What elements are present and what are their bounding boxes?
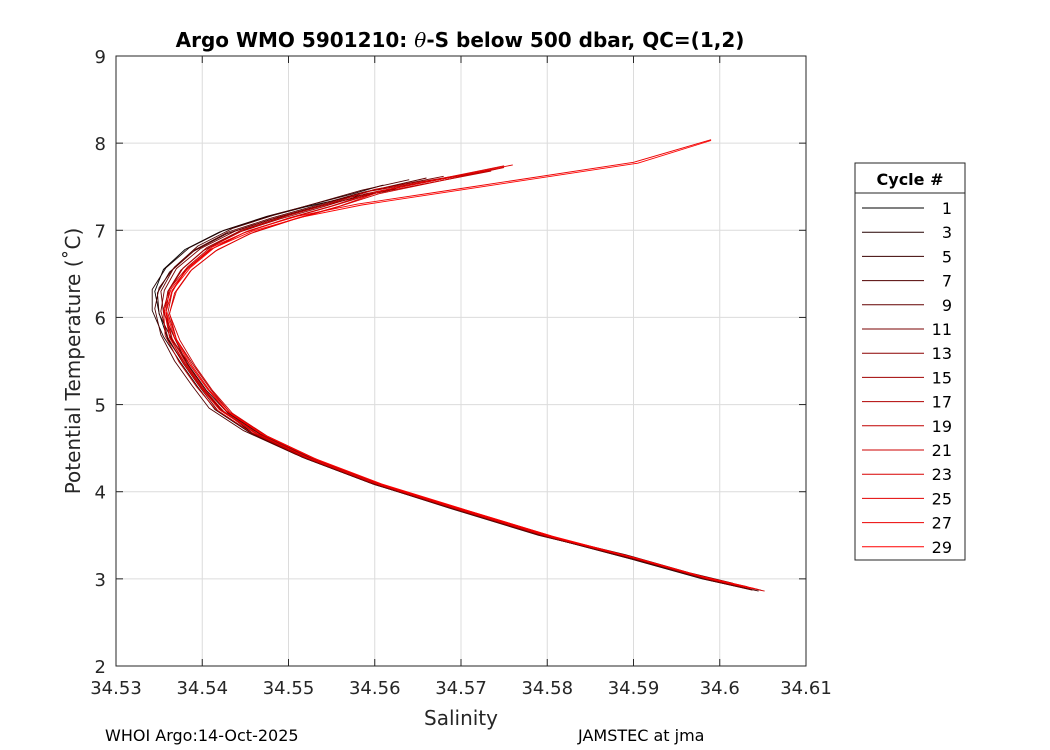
series-line-cycle-11 bbox=[160, 175, 745, 589]
y-tick-label: 6 bbox=[95, 308, 106, 329]
x-tick-label: 34.54 bbox=[176, 678, 228, 699]
y-tick-label: 7 bbox=[95, 221, 106, 242]
legend-label-cycle-17: 17 bbox=[932, 393, 952, 412]
y-axis-label: Potential Temperature (˚C) bbox=[61, 228, 85, 495]
legend-label-cycle-21: 21 bbox=[932, 441, 952, 460]
legend-title: Cycle # bbox=[877, 170, 944, 189]
legend-box bbox=[854, 162, 966, 561]
legend-label-cycle-15: 15 bbox=[932, 368, 952, 387]
legend-label-cycle-1: 1 bbox=[942, 199, 952, 218]
legend-label-cycle-11: 11 bbox=[932, 320, 952, 339]
chart-title: Argo WMO 5901210: θ-S below 500 dbar, QC… bbox=[176, 28, 745, 52]
series-line-cycle-29 bbox=[165, 140, 755, 589]
legend-label-cycle-23: 23 bbox=[932, 465, 952, 484]
legend-label-cycle-29: 29 bbox=[932, 538, 952, 557]
legend-label-cycle-7: 7 bbox=[942, 272, 952, 291]
legend-label-cycle-19: 19 bbox=[932, 417, 952, 436]
x-axis: 34.53 34.54 34.55 34.56 34.57 34.58 34.59 34.6 3… bbox=[90, 56, 832, 699]
y-tick-label: 3 bbox=[95, 570, 106, 591]
x-tick-label: 34.58 bbox=[521, 678, 573, 699]
legend-label-cycle-3: 3 bbox=[942, 223, 952, 242]
x-tick-label: 34.61 bbox=[780, 678, 832, 699]
x-tick-label: 34.53 bbox=[90, 678, 142, 699]
legend-label-cycle-25: 25 bbox=[932, 489, 952, 508]
y-axis: 2 3 4 5 6 7 8 9 bbox=[95, 47, 806, 678]
legend-label-cycle-27: 27 bbox=[932, 514, 952, 533]
x-tick-label: 34.56 bbox=[349, 678, 401, 699]
legend-label-cycle-13: 13 bbox=[932, 344, 952, 363]
footer-right: JAMSTEC at jma bbox=[578, 726, 705, 745]
x-tick-label: 34.57 bbox=[435, 678, 487, 699]
legend-label-cycle-9: 9 bbox=[942, 296, 952, 315]
x-tick-label: 34.59 bbox=[608, 678, 660, 699]
x-tick-label: 34.6 bbox=[700, 678, 740, 699]
series-line-cycle-27 bbox=[163, 139, 743, 587]
footer-left: WHOI Argo:14-Oct-2025 bbox=[105, 726, 299, 745]
x-tick-label: 34.55 bbox=[263, 678, 315, 699]
y-tick-label: 2 bbox=[95, 657, 106, 678]
y-tick-label: 8 bbox=[95, 134, 106, 155]
y-tick-label: 5 bbox=[95, 396, 106, 417]
series-group bbox=[151, 139, 765, 592]
y-tick-label: 4 bbox=[95, 483, 106, 504]
y-tick-label: 9 bbox=[95, 47, 106, 68]
legend-label-cycle-5: 5 bbox=[942, 247, 952, 266]
x-axis-label: Salinity bbox=[424, 706, 498, 730]
